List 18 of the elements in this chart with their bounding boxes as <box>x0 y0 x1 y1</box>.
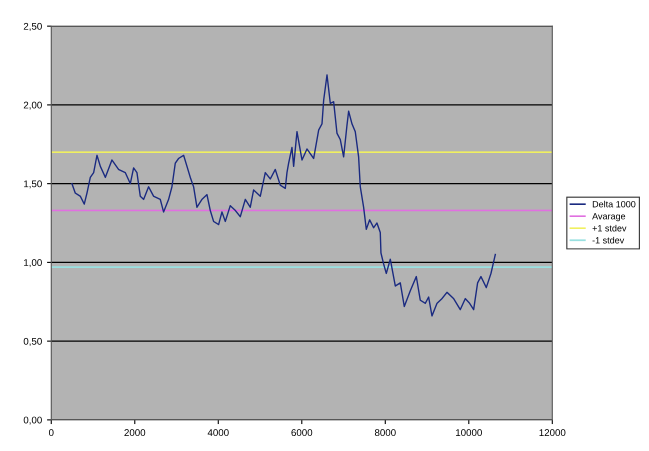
line-series <box>71 74 496 317</box>
x-tick-label: 0 <box>48 429 54 436</box>
legend-label: Avarage <box>592 213 626 222</box>
x-tick-label: 8000 <box>374 429 396 436</box>
x-tick-label: 12000 <box>540 429 566 436</box>
legend-label: -1 stdev <box>592 236 624 244</box>
y-tick-label: 2,50 <box>24 22 42 31</box>
x-tick-label: 10000 <box>456 429 482 436</box>
x-tick-label: 6000 <box>291 429 312 436</box>
x-tick-label: 4000 <box>208 429 229 436</box>
legend-label: Delta 1000 <box>592 200 636 208</box>
legend-label: +1 stdev <box>592 224 626 232</box>
y-tick-label: 0,00 <box>24 416 42 425</box>
y-tick-label: 1,00 <box>24 259 42 268</box>
x-tick-label: 2000 <box>124 429 146 436</box>
y-tick-label: 2,00 <box>24 102 42 110</box>
y-tick-label: 1,50 <box>24 180 42 188</box>
y-tick-label: 0,50 <box>24 338 42 346</box>
